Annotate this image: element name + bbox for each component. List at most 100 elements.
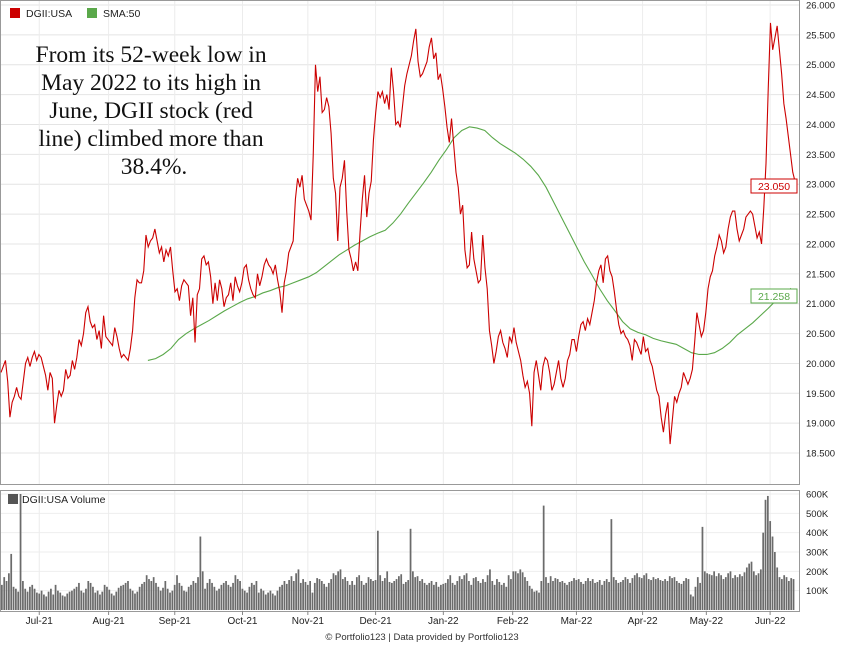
volume-bar [622,580,624,610]
volume-bar [318,579,321,610]
volume-bar [344,577,347,610]
x-tick-label: Dec-21 [359,616,392,627]
volume-bar [589,581,592,610]
volume-bar [759,569,762,610]
volume-bar [57,590,59,610]
volume-bar [92,586,94,610]
volume-bar [736,577,739,610]
volume-bar [790,578,793,610]
volume-bar [517,573,519,610]
x-tick-label: Jun-22 [755,616,786,627]
price-tick-label: 18.500 [806,449,835,460]
volume-bar [521,572,524,610]
volume-bar [19,494,22,610]
volume-bar [346,581,349,610]
volume-bar [82,592,85,610]
volume-bar [262,590,265,610]
volume-bar [465,573,468,610]
volume-bar [701,526,704,610]
volume-bar [253,584,255,610]
annotation-line-2: May 2022 to its high in [41,70,261,96]
volume-bar [440,584,442,610]
legend-label-volume: DGII:USA Volume [22,494,106,506]
volume-bar [731,578,734,610]
volume-bar [15,588,17,610]
volume-bar [225,581,227,610]
volume-bar [59,592,62,610]
volume-bar [741,576,744,610]
volume-bar [136,591,139,610]
volume-bar [267,592,269,610]
volume-bar [496,579,498,610]
volume-bar [668,576,671,610]
volume-bar [113,595,115,610]
volume-bar [227,584,230,610]
volume-bar [374,580,377,610]
volume-bar [547,582,550,610]
last-sma-label: 21.258 [758,291,790,303]
volume-bar [351,581,354,610]
volume-bar [148,579,150,610]
volume-bar [456,581,459,610]
volume-bar [215,590,218,610]
volume-bar [584,581,587,610]
legend-label-sma: SMA:50 [103,8,141,20]
volume-bar [194,582,197,610]
volume-bar [542,505,545,610]
volume-bar [528,585,531,610]
volume-bar [206,582,209,610]
volume-bar [330,579,333,610]
volume-bar [468,581,470,610]
volume-bar [708,574,711,610]
volume-bar [507,575,510,610]
x-axis: Jul-21 Aug-21 Sep-21 Oct-21 Nov-21 Dec-21 Jan-… [26,616,786,627]
volume-bar [169,592,171,610]
volume-bar [166,588,169,610]
volume-bar [706,573,708,610]
volume-bar [348,584,351,610]
volume-bar [573,578,575,610]
volume-bar [85,588,87,610]
volume-bar [624,577,627,610]
legend-swatch-sma [87,8,97,18]
volume-bar [748,563,751,610]
volume-bar [241,588,244,610]
volume-bar [692,596,694,610]
volume-bar [650,580,652,610]
volume-bar [201,571,204,610]
volume-bar [173,584,176,610]
volume-bar [311,592,314,610]
volume-bar [755,575,758,610]
volume-bar [472,578,475,610]
volume-bar [594,582,596,610]
price-grid [1,4,799,454]
volume-bar [8,573,10,610]
volume-bar [38,593,41,610]
volume-bar [421,579,424,610]
volume-bar [633,575,636,610]
volume-bar [243,590,246,610]
volume-bar [666,581,669,610]
x-tick-label: Jan-22 [428,616,459,627]
volume-bar [757,573,760,610]
price-tick-label: 19.500 [806,389,835,400]
volume-bar [444,582,447,610]
volume-bar [236,579,239,610]
x-tick-label: Mar-22 [561,616,593,627]
volume-bar [337,571,340,610]
volume-bar [787,581,790,610]
volume-bar [654,579,657,610]
volume-bar [685,578,687,610]
volume-bar [299,582,302,610]
volume-bar [498,581,501,610]
volume-bar [563,582,566,610]
volume-bar [204,588,206,610]
volume-bar [26,591,29,610]
volume-grid [1,493,799,592]
volume-bar [234,575,237,610]
volume-bar [713,571,715,610]
volume-bar [398,576,400,610]
volume-bar [493,584,496,610]
volume-bar [141,583,143,610]
